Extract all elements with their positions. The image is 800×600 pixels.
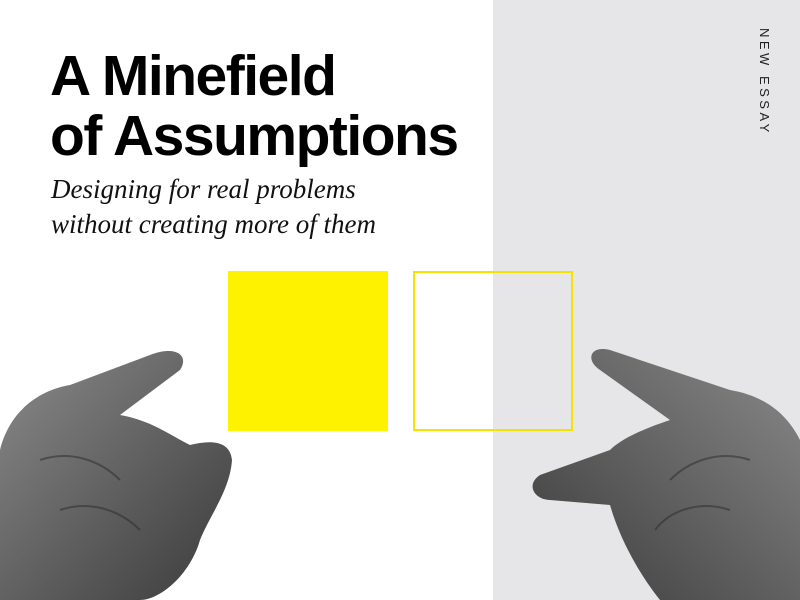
new-essay-label: NEW ESSAY [757,28,772,136]
yellow-outline-square [413,271,573,431]
subtitle: Designing for real problems without crea… [51,172,376,242]
right-hand-image [532,349,800,600]
subtitle-line-2: without creating more of them [51,209,376,239]
left-hand-image [0,350,232,600]
title-line-2: of Assumptions [50,104,459,168]
title-line-1: A Minefield [50,44,337,108]
yellow-filled-square [228,271,388,431]
subtitle-line-1: Designing for real problems [51,174,356,204]
page-title: A Minefield of Assumptions [50,44,459,168]
